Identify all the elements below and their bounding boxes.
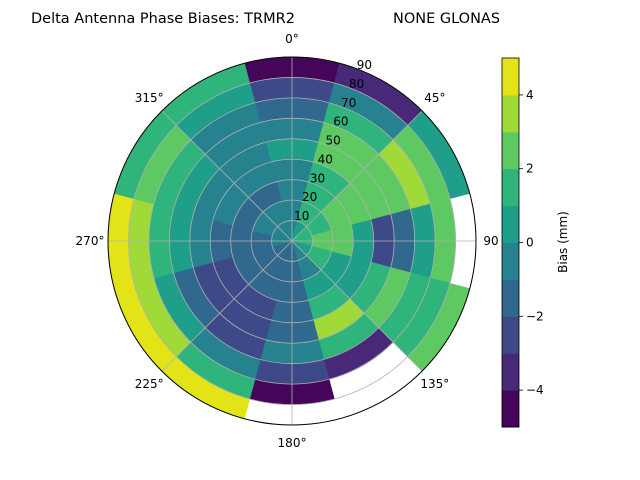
colorbar-tick-label: −4 [526, 383, 544, 397]
angular-gridline [161, 110, 293, 242]
colorbar-tick-label: 4 [526, 88, 534, 102]
angle-tick-label: 225° [135, 377, 164, 391]
radial-tick-label: 10 [294, 209, 309, 223]
colorbar-bin [502, 131, 519, 170]
radial-tick-label: 30 [310, 171, 325, 185]
chart-title: Delta Antenna Phase Biases: TRMR2 [31, 11, 295, 27]
colorbar-label: Bias (mm) [556, 211, 570, 273]
radial-tick-label: 60 [333, 115, 348, 129]
radial-tick-label: 70 [341, 96, 356, 110]
radial-tick-label: 80 [349, 77, 364, 91]
angle-tick-label: 270° [76, 234, 105, 248]
angle-tick-label: 180° [278, 436, 307, 450]
colorbar-bin [502, 279, 519, 317]
colorbar-bin [502, 353, 519, 391]
colorbar: −4 −2 0 2 4 [501, 57, 544, 428]
angle-tick-label: 135° [420, 377, 449, 391]
angle-tick-label: 315° [135, 91, 164, 105]
colorbar-tick-label: 0 [526, 236, 534, 250]
colorbar-bin [502, 316, 519, 354]
colorbar-bin [502, 242, 519, 280]
colorbar-bin [502, 205, 519, 243]
radial-tick-labels: 10 20 30 40 50 60 70 80 90 [294, 58, 372, 223]
colorbar-tick-label: 2 [526, 162, 534, 176]
colorbar-tick-label: −2 [526, 309, 544, 323]
polar-frame [107, 56, 477, 426]
chart-subtitle: NONE GLONASS-L2 [393, 11, 532, 27]
angle-tick-label: 45° [424, 91, 445, 105]
colorbar-bin [502, 58, 519, 96]
angular-gridline [291, 110, 423, 242]
polar-grid [107, 56, 477, 426]
radial-tick-label: 40 [318, 152, 333, 166]
colorbar-bin [502, 94, 519, 133]
angle-tick-labels: 0°45°90°135°180°225°270°315° [76, 32, 505, 450]
angular-gridline [291, 240, 423, 372]
angle-tick-label: 0° [285, 32, 299, 46]
angular-gridline [161, 240, 293, 372]
colorbar-axes-bg [499, 0, 640, 480]
radial-tick-label: 90 [357, 58, 372, 72]
contour-cells [107, 56, 471, 420]
colorbar-bin [502, 168, 519, 207]
colorbar-bin [502, 390, 519, 428]
radial-tick-label: 50 [325, 134, 340, 148]
radial-tick-label: 20 [302, 190, 317, 204]
